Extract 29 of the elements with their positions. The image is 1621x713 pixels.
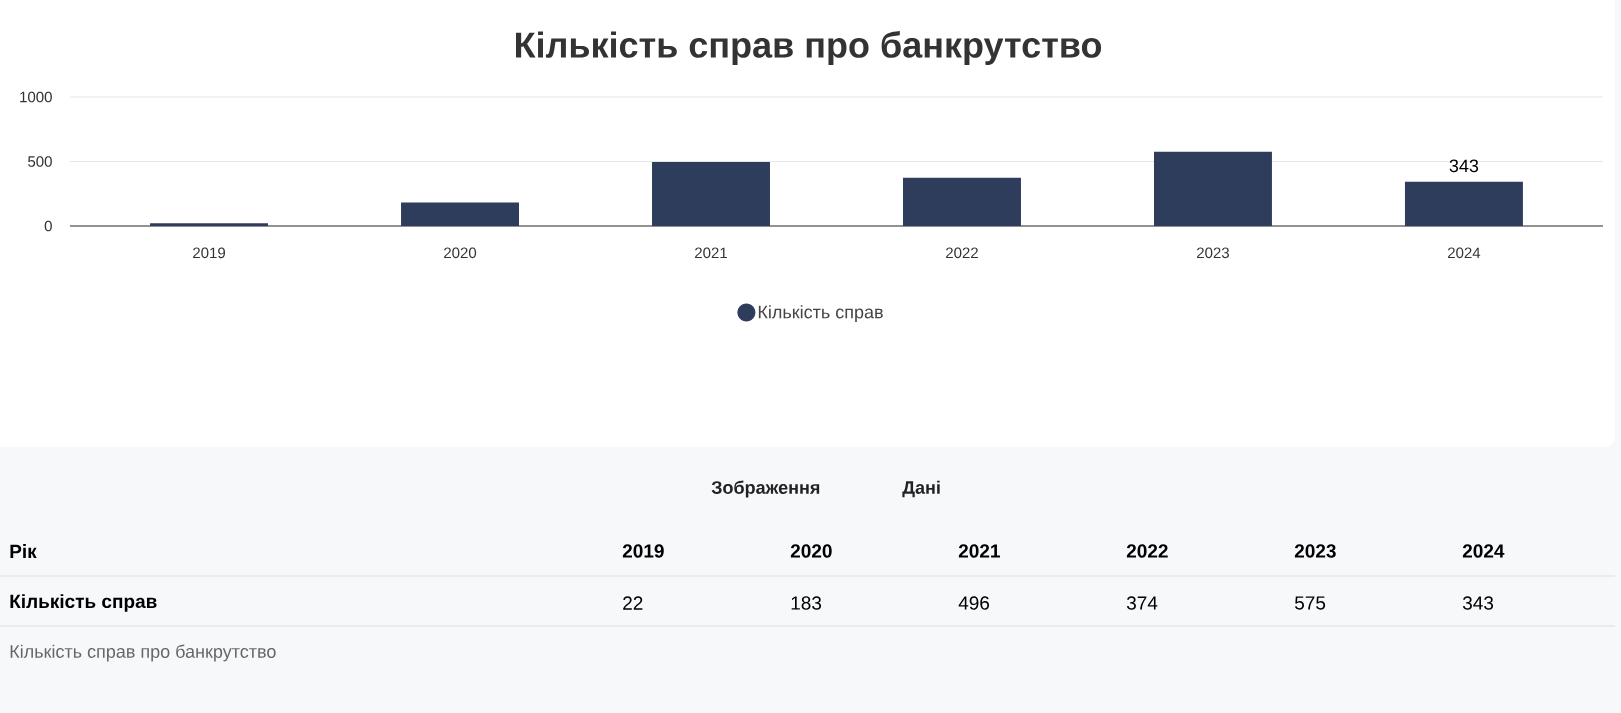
y-tick-label: 0 bbox=[44, 220, 52, 232]
chart-title: Кількість справ про банкрутство bbox=[515, 31, 1102, 65]
y-tick-label: 500 bbox=[28, 156, 52, 167]
text: Дані bbox=[902, 480, 940, 498]
x-tick-label: 2023 bbox=[1197, 247, 1229, 259]
data-label: 343 bbox=[1449, 159, 1479, 173]
text: Рік bbox=[10, 544, 37, 558]
text: 374 bbox=[1126, 596, 1158, 610]
x-tick-label: 2022 bbox=[946, 247, 978, 259]
text: 343 bbox=[1462, 596, 1494, 610]
category-label: 2022 bbox=[1126, 544, 1168, 558]
text: Кількість справ про банкрутство bbox=[10, 644, 276, 662]
text: 22 bbox=[623, 596, 643, 610]
category-label: 2021 bbox=[958, 544, 1000, 558]
text: 496 bbox=[958, 596, 990, 610]
text: 183 bbox=[791, 596, 822, 610]
x-tick-label: 2024 bbox=[1448, 247, 1481, 259]
x-tick-label: 2019 bbox=[193, 247, 226, 259]
category-label: 2020 bbox=[790, 544, 832, 558]
legend-label: Кількість справ bbox=[758, 305, 883, 322]
category-label: 2024 bbox=[1462, 544, 1505, 558]
text: 575 bbox=[1294, 596, 1326, 610]
category-label: 2019 bbox=[622, 544, 664, 558]
y-tick-label: 1000 bbox=[20, 91, 52, 103]
x-tick-label: 2020 bbox=[444, 247, 477, 259]
x-tick-label: 2021 bbox=[695, 247, 727, 259]
category-label: 2023 bbox=[1294, 544, 1336, 558]
text: Кількість справ bbox=[10, 594, 157, 612]
text: Зображення bbox=[711, 480, 820, 498]
